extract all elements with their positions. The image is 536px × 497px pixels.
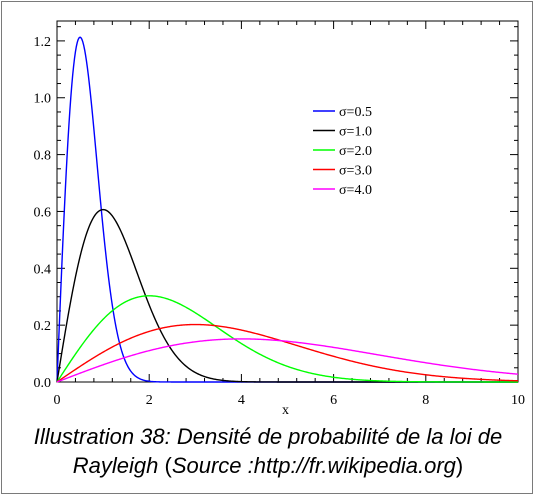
y-tick-label: 0.6 <box>34 205 52 220</box>
y-tick-label: 0.4 <box>34 262 52 277</box>
legend-label: σ=4.0 <box>339 183 372 198</box>
legend-label: σ=1.0 <box>339 125 372 140</box>
x-tick-label: 4 <box>238 393 245 408</box>
y-tick-label: 1.0 <box>34 92 52 107</box>
legend: σ=0.5 σ=1.0 σ=2.0 σ=3.0 σ=4.0 <box>313 105 372 198</box>
caption-source: Source :http://fr.wikipedia.org <box>171 453 456 478</box>
legend-label: σ=0.5 <box>339 105 372 120</box>
figure-caption: Illustration 38: Densité de probabilité … <box>0 422 536 480</box>
caption-name: Rayleigh <box>72 453 159 478</box>
caption-close: ) <box>455 453 464 478</box>
plot-area <box>56 20 519 383</box>
caption-open: ( <box>158 453 172 478</box>
legend-label: σ=3.0 <box>339 164 372 179</box>
legend-label: σ=2.0 <box>339 144 372 159</box>
series-line <box>56 208 518 383</box>
x-tick-label: 10 <box>511 393 525 408</box>
x-tick-label: 6 <box>330 393 337 408</box>
caption-line-2: Rayleigh (Source :http://fr.wikipedia.or… <box>0 451 536 480</box>
x-tick-label: 2 <box>146 393 153 408</box>
series-lines <box>56 36 519 383</box>
series-line <box>56 36 518 383</box>
series-line <box>56 338 519 383</box>
caption-line-1: Illustration 38: Densité de probabilité … <box>33 424 503 449</box>
series-line <box>56 295 518 383</box>
rayleigh-chart: 0 2 4 6 8 100.00.20.40.60.81.01.2 σ=0.5σ=1.0σ… <box>34 20 525 418</box>
x-tick-label: 8 <box>422 393 429 408</box>
x-axis-label: x <box>282 403 289 418</box>
y-tick-label: 0.2 <box>34 319 52 334</box>
y-tick-label: 1.2 <box>34 35 52 50</box>
series-line <box>56 323 519 383</box>
x-tick-label: 0 <box>54 393 61 408</box>
y-tick-label: 0.8 <box>34 149 52 164</box>
y-tick-label: 0.0 <box>34 376 52 391</box>
